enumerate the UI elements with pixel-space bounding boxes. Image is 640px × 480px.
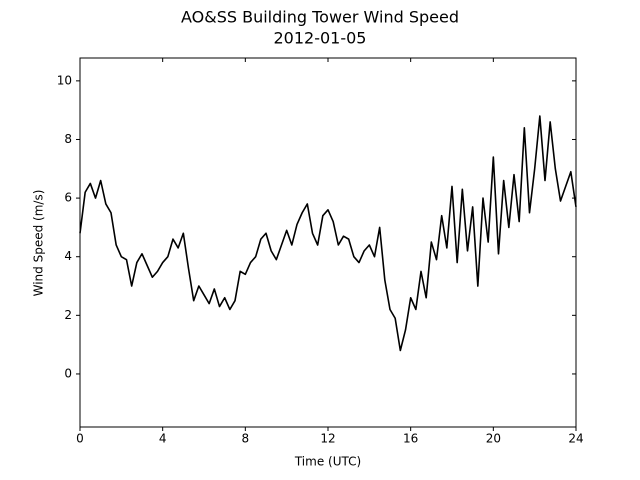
plot-frame	[79, 57, 577, 428]
x-axis-label: Time (UTC)	[294, 455, 361, 469]
wind-speed-line	[79, 115, 577, 352]
x-tick-label: 4	[159, 432, 167, 446]
x-tick-label: 0	[76, 432, 84, 446]
x-tick-label: 8	[242, 432, 250, 446]
chart-subtitle: 2012-01-05	[274, 29, 367, 48]
x-tick-label: 20	[486, 432, 501, 446]
y-axis-label: Wind Speed (m/s)	[32, 190, 46, 297]
y-tick-label: 6	[64, 191, 72, 205]
y-tick-label: 10	[57, 73, 72, 87]
y-tick-label: 8	[64, 132, 72, 146]
x-tick-label: 24	[568, 432, 583, 446]
y-tick-label: 2	[64, 308, 72, 322]
x-tick-label: 12	[320, 432, 335, 446]
chart-title: AO&SS Building Tower Wind Speed	[181, 8, 459, 27]
y-tick-label: 4	[64, 249, 72, 263]
x-tick-label: 16	[403, 432, 418, 446]
y-tick-label: 0	[64, 366, 72, 380]
